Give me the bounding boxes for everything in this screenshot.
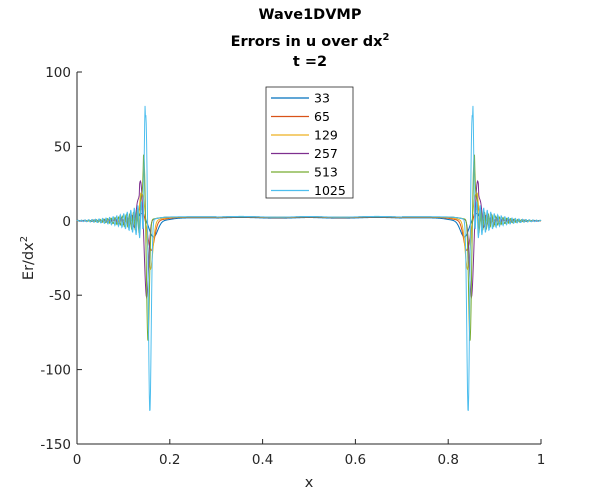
y-tick-label: 100 bbox=[45, 65, 71, 81]
chart-title: Wave1DVMP Errors in u over dx2 t =2 bbox=[231, 7, 390, 70]
y-tick-label: -50 bbox=[49, 288, 71, 304]
axes: 0 0.2 0.4 0.6 0.8 1 -150 -100 -50 0 50 100 bbox=[40, 65, 545, 468]
legend-box bbox=[265, 86, 354, 199]
x-tick-label: 1 bbox=[537, 452, 546, 468]
x-axis-label: x bbox=[305, 475, 314, 491]
series-line-1025 bbox=[76, 105, 542, 411]
y-ticks: -150 -100 -50 0 50 100 bbox=[40, 65, 82, 453]
y-axis-label: Er/dx2 bbox=[19, 236, 37, 280]
y-tick-label: -100 bbox=[40, 363, 71, 379]
legend-label-1025: 1025 bbox=[314, 183, 346, 198]
x-tick-label: 0.2 bbox=[159, 452, 180, 468]
x-tick-label: 0 bbox=[73, 452, 82, 468]
x-tick-label: 0.6 bbox=[345, 452, 366, 468]
legend-label-513: 513 bbox=[314, 165, 338, 180]
x-ticks: 0 0.2 0.4 0.6 0.8 1 bbox=[73, 439, 546, 468]
y-axis-label-superscript: 2 bbox=[19, 236, 30, 242]
title-line-2-text: Errors in u over dx bbox=[231, 34, 384, 50]
series-lines bbox=[76, 105, 542, 411]
legend-items: 33 65 129 257 513 1025 bbox=[271, 91, 346, 198]
y-tick-label: 0 bbox=[62, 214, 71, 230]
legend-label-65: 65 bbox=[314, 109, 330, 124]
title-line-2: Errors in u over dx2 bbox=[231, 32, 390, 50]
title-superscript: 2 bbox=[382, 32, 389, 43]
y-tick-label: -150 bbox=[40, 437, 71, 453]
title-line-1: Wave1DVMP bbox=[259, 7, 362, 23]
y-tick-label: 50 bbox=[54, 139, 71, 155]
legend: 33 65 129 257 513 1025 bbox=[265, 86, 354, 199]
x-tick-label: 0.4 bbox=[252, 452, 273, 468]
legend-label-129: 129 bbox=[314, 128, 338, 143]
y-axis-label-text: Er/dx bbox=[21, 242, 37, 280]
legend-label-33: 33 bbox=[314, 91, 330, 106]
title-line-3: t =2 bbox=[293, 54, 327, 70]
legend-label-257: 257 bbox=[314, 146, 338, 161]
x-tick-label: 0.8 bbox=[437, 452, 458, 468]
